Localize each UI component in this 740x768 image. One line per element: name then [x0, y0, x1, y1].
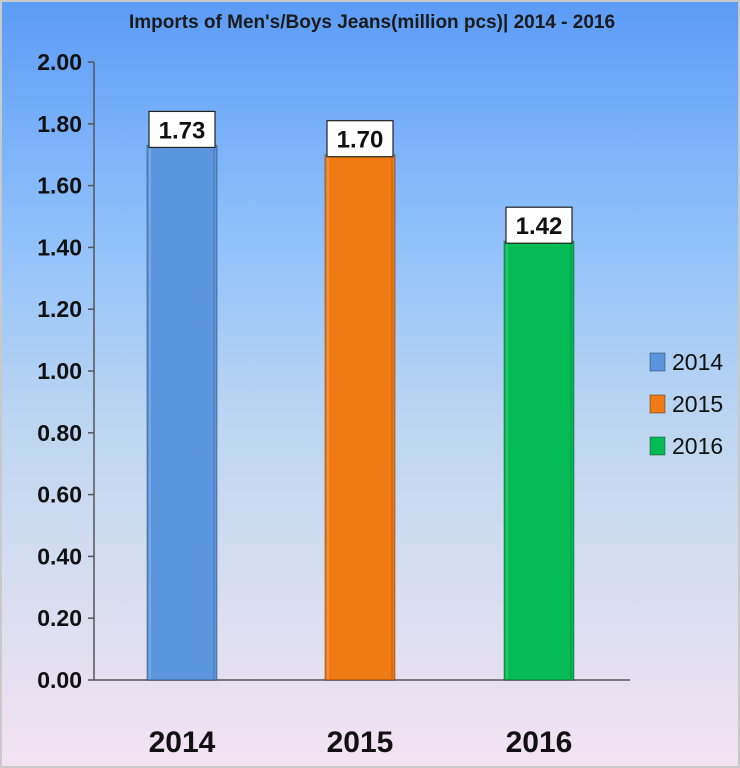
- data-label: 1.70: [337, 127, 384, 154]
- data-label-box: [505, 206, 573, 244]
- bar-2015: [324, 154, 396, 681]
- y-tick-label: 0.80: [37, 420, 82, 446]
- data-label: 1.73: [159, 117, 206, 144]
- legend-swatch-2016: [649, 436, 666, 456]
- y-tick-label: 0.00: [37, 667, 82, 693]
- bar-2016: [503, 240, 575, 681]
- y-tick-label: 0.40: [37, 543, 82, 569]
- y-tick-label: 2.00: [37, 49, 82, 75]
- y-tick-label: 1.00: [37, 358, 82, 384]
- legend: 2014 2015 2016: [649, 349, 723, 459]
- axes: 0.00 0.20 0.40 0.60 0.80 1.00 1.20 1.40 1.60 1.80…: [37, 49, 630, 759]
- legend-swatch-2015: [649, 394, 666, 414]
- x-category-label: 2016: [506, 726, 573, 759]
- x-category-label: 2014: [149, 726, 216, 759]
- bar-2014: [146, 144, 218, 681]
- y-tick-label: 1.20: [37, 296, 82, 322]
- data-label-box: [326, 120, 394, 158]
- legend-label: 2014: [672, 349, 723, 375]
- data-labels: 1.73 1.70 1.42: [148, 110, 573, 244]
- legend-label: 2015: [672, 391, 723, 417]
- legend-label: 2016: [672, 433, 723, 459]
- bars: [146, 144, 575, 681]
- y-tick-label: 1.80: [37, 111, 82, 137]
- legend-swatch-2014: [649, 352, 666, 372]
- y-tick-label: 0.60: [37, 482, 82, 508]
- y-tick-label: 0.20: [37, 605, 82, 631]
- x-category-label: 2015: [327, 726, 394, 759]
- y-tick-label: 1.40: [37, 234, 82, 260]
- data-label-box: [148, 110, 216, 149]
- data-label: 1.42: [516, 213, 563, 240]
- y-tick-label: 1.60: [37, 173, 82, 199]
- chart-title: Imports of Men's/Boys Jeans(million pcs)…: [128, 12, 616, 33]
